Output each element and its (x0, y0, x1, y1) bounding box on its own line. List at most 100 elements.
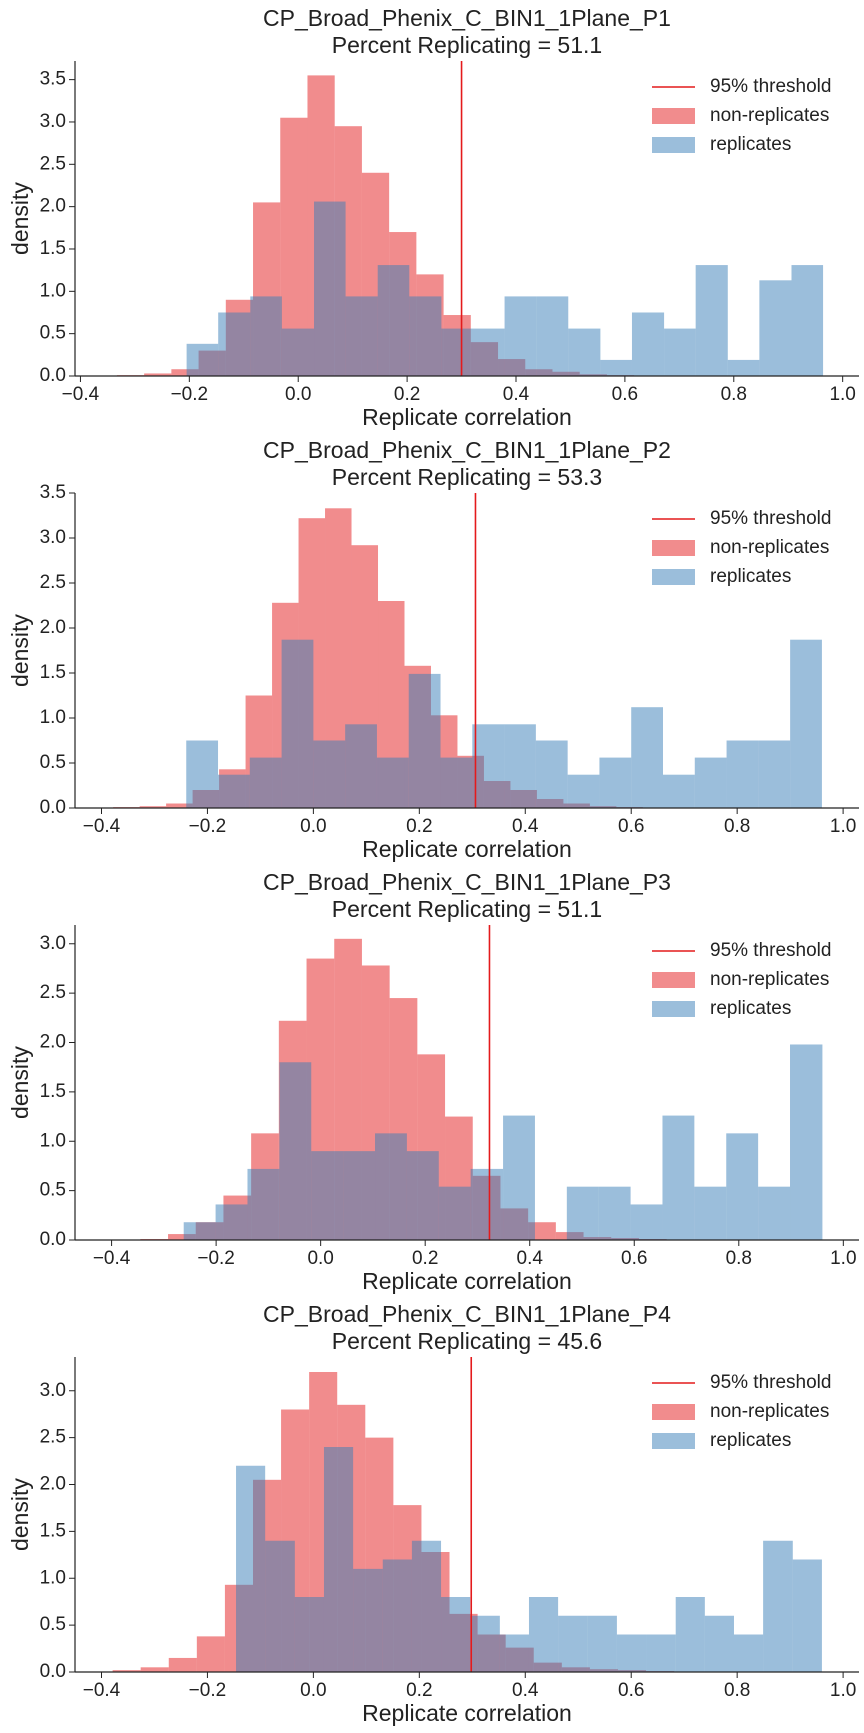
histogram-bar (695, 758, 727, 808)
histogram-bar (409, 296, 441, 376)
x-tick-label: −0.2 (197, 1248, 235, 1269)
histogram-bar (663, 775, 695, 808)
y-tick-label: 2.5 (40, 982, 66, 1003)
y-tick-label: 0.5 (40, 1614, 66, 1635)
histogram-bar (536, 741, 568, 809)
histogram-bar (763, 1541, 793, 1672)
x-tick-label: 0.2 (394, 384, 420, 405)
histogram-bar (500, 1635, 529, 1673)
histogram-bar (197, 1636, 225, 1672)
histogram-bar (472, 724, 504, 808)
histogram-bar (265, 1541, 295, 1672)
legend-label: non-replicates (710, 537, 829, 558)
x-tick-label: 0.8 (721, 384, 747, 405)
legend-swatch (652, 540, 695, 556)
legend-label: 95% threshold (710, 1372, 831, 1393)
histogram-bar (727, 741, 759, 809)
legend-label: replicates (710, 998, 791, 1019)
y-tick-label: 3.0 (40, 933, 66, 954)
histogram-bar (567, 1187, 599, 1240)
histogram-bar (632, 312, 664, 376)
y-tick-label: 2.5 (40, 1427, 66, 1448)
y-axis-label: density (7, 182, 33, 255)
chart-title: CP_Broad_Phenix_C_BIN1_1Plane_P3 (263, 869, 671, 895)
y-tick-label: 2.0 (40, 1032, 66, 1053)
x-tick-label: −0.4 (83, 816, 121, 837)
histogram-bar (279, 1062, 311, 1240)
histogram-bar (186, 741, 218, 809)
legend-swatch (652, 137, 695, 153)
histogram-bar (503, 1116, 535, 1240)
histogram-bar (345, 724, 377, 808)
histogram-bar (346, 296, 378, 376)
y-axis-label: density (7, 614, 33, 687)
histogram-bar (187, 344, 219, 376)
histogram-bar (600, 360, 632, 376)
x-tick-label: 0.2 (406, 816, 432, 837)
histogram-bar (471, 1169, 503, 1240)
histogram-bar (439, 1187, 471, 1240)
histogram-bar (236, 1466, 265, 1672)
y-tick-label: 2.5 (40, 153, 66, 174)
x-tick-label: 0.0 (300, 816, 326, 837)
legend-swatch (652, 1433, 695, 1449)
y-tick-label: 0.5 (40, 752, 66, 773)
histogram-bar (588, 1616, 617, 1672)
legend-label: replicates (710, 134, 791, 155)
histogram-bar (324, 1447, 353, 1672)
x-tick-label: 1.0 (829, 384, 855, 405)
histogram-bar (759, 280, 791, 376)
histogram-bar (247, 1169, 279, 1240)
y-tick-label: 3.0 (40, 1380, 66, 1401)
histogram-bar (375, 1133, 407, 1240)
histogram-bar (505, 296, 537, 376)
x-tick-label: 0.4 (512, 1680, 539, 1701)
chart-title: CP_Broad_Phenix_C_BIN1_1Plane_P2 (263, 437, 671, 463)
x-axis-label: Replicate correlation (362, 1700, 572, 1726)
x-tick-label: 0.8 (724, 1680, 750, 1701)
y-tick-label: 2.5 (40, 572, 66, 593)
y-tick-label: 1.0 (40, 280, 66, 301)
y-tick-label: 0.0 (40, 1661, 66, 1682)
x-tick-label: 0.0 (300, 1680, 326, 1701)
histogram-bar (568, 329, 600, 376)
histogram-bar (662, 1116, 694, 1240)
histogram-bar (758, 741, 790, 809)
legend-label: 95% threshold (710, 508, 831, 529)
legend-label: non-replicates (710, 1401, 829, 1422)
x-tick-label: 0.6 (618, 1680, 644, 1701)
histogram-bar (470, 1616, 500, 1672)
x-axis-label: Replicate correlation (362, 1268, 572, 1294)
histogram-bar (441, 1597, 470, 1672)
legend-label: 95% threshold (710, 940, 831, 961)
histogram-bar (599, 758, 631, 808)
y-tick-label: 1.5 (40, 1081, 66, 1102)
y-tick-label: 0.0 (40, 797, 66, 818)
histogram-bar (407, 1151, 439, 1240)
legend-label: non-replicates (710, 105, 829, 126)
y-tick-label: 1.0 (40, 1567, 66, 1588)
y-tick-label: 1.5 (40, 662, 66, 683)
y-axis-label: density (7, 1478, 33, 1551)
histogram-bar (409, 674, 441, 808)
x-tick-label: 1.0 (830, 1680, 856, 1701)
chart-title: CP_Broad_Phenix_C_BIN1_1Plane_P4 (263, 1301, 671, 1327)
histogram-bar (537, 296, 569, 376)
x-tick-label: 1.0 (830, 816, 856, 837)
legend-swatch (652, 1001, 695, 1017)
x-tick-label: 0.8 (726, 1248, 752, 1269)
x-tick-label: 0.0 (307, 1248, 333, 1269)
legend-swatch (652, 972, 695, 988)
histogram-bar (216, 1204, 248, 1240)
histogram-bar (631, 1204, 663, 1240)
x-axis-label: Replicate correlation (362, 404, 572, 430)
histogram-bar (218, 312, 250, 376)
chart-subtitle: Percent Replicating = 51.1 (332, 32, 602, 58)
histogram-bar (529, 1597, 558, 1672)
y-tick-label: 2.0 (40, 617, 66, 638)
histogram-bar (696, 265, 728, 376)
histogram-bar (314, 202, 346, 376)
histogram-bar (141, 1667, 169, 1672)
histogram-bar (791, 265, 823, 376)
legend-label: replicates (710, 566, 791, 587)
